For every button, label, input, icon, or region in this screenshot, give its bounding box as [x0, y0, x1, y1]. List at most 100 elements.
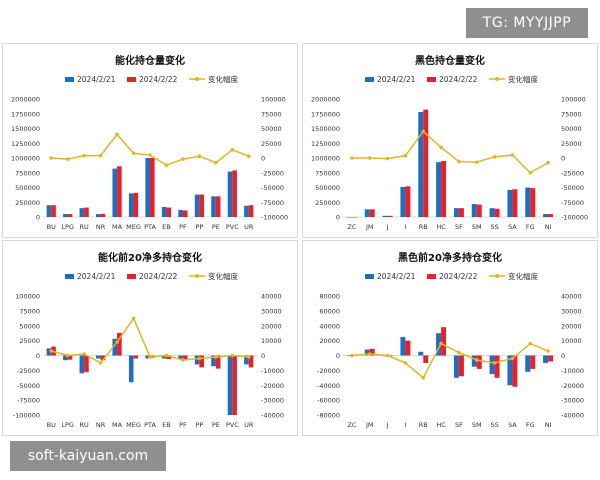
x-tick-label: RU	[80, 223, 90, 231]
bar-series2-pvc	[232, 170, 237, 217]
x-tick-label: SA	[508, 421, 517, 429]
bar-series1-pf	[178, 209, 183, 217]
x-tick-label: HC	[436, 421, 446, 429]
y-left-tick-label: -80000	[317, 412, 340, 420]
change-point-sm	[474, 160, 479, 164]
bar-series1-lpg	[63, 355, 68, 361]
legend-swatch-series1	[365, 77, 374, 82]
bar-series2-nr	[100, 213, 106, 217]
y-left-tick-label: 500000	[315, 184, 340, 192]
x-tick-label: FG	[526, 421, 535, 429]
change-point-hc	[439, 145, 443, 150]
x-tick-label: J	[386, 421, 389, 429]
y-left-tick-label: 0	[336, 352, 340, 360]
bar-series2-j	[387, 215, 393, 217]
bar-series2-ur	[248, 355, 254, 368]
y-left-tick-label: 1000000	[311, 155, 340, 163]
change-point-ss	[492, 155, 497, 159]
bar-series1-zc	[346, 355, 352, 356]
legend-marker-line	[495, 274, 499, 278]
y-left-tick-label: -40000	[317, 382, 340, 390]
x-tick-label: ZC	[347, 223, 356, 231]
bar-series2-sf	[458, 208, 464, 217]
y-right-tick-label: -50000	[561, 184, 584, 192]
bar-series1-sa	[507, 355, 513, 386]
change-point-sa	[510, 356, 515, 361]
change-point-lpg	[65, 353, 70, 358]
bar-series1-ma	[112, 338, 118, 356]
bar-series1-hc	[436, 333, 442, 356]
change-point-eb	[164, 353, 169, 358]
y-left-tick-label: 500000	[15, 184, 40, 192]
y-left-tick-label: 0	[36, 214, 40, 222]
y-right-tick-label: -30000	[561, 397, 584, 405]
bar-series2-rb	[423, 355, 429, 363]
x-tick-label: PP	[195, 421, 203, 429]
x-tick-label: RB	[419, 421, 428, 429]
x-tick-label: NI	[545, 421, 552, 429]
bar-series1-pta	[145, 355, 150, 359]
telegram-badge: TG: MYYJJPP	[466, 8, 588, 38]
bar-series1-bu	[46, 205, 52, 217]
y-left-tick-label: -20000	[317, 367, 340, 375]
change-line	[351, 342, 549, 379]
legend-label-line: 变化幅度	[208, 74, 238, 84]
bar-series1-meg	[128, 355, 134, 383]
y-right-tick-label: 0	[561, 155, 565, 163]
change-point-sa	[510, 153, 515, 157]
bar-series2-pta	[150, 158, 155, 217]
bar-series1-ss	[489, 355, 495, 375]
bar-series2-fg	[530, 188, 536, 217]
bar-series2-eb	[166, 355, 172, 360]
legend-label-line: 变化幅度	[508, 74, 538, 84]
bar-series1-pf	[178, 355, 183, 359]
y-left-tick-label: 750000	[315, 169, 340, 177]
bar-series1-ni	[543, 355, 549, 363]
y-right-tick-label: 75000	[261, 110, 282, 118]
bar-series1-i	[400, 186, 406, 217]
chart-title: 能化持仓量变化	[115, 54, 185, 67]
watermark-badge: soft-kaiyuan.com	[10, 441, 166, 471]
y-left-tick-label: 100000	[15, 293, 40, 301]
bar-series2-ur	[248, 205, 254, 217]
x-tick-label: PTA	[144, 223, 156, 231]
x-tick-label: PVC	[226, 223, 239, 231]
legend-swatch-series1	[365, 274, 374, 279]
chart-panel-4: 黑色前20净多持仓变化 2024/2/21 2024/2/22 变化幅度 -80000 -…	[302, 240, 598, 436]
x-tick-label: EB	[162, 223, 171, 231]
y-right-tick-label: -10000	[561, 367, 584, 375]
bar-series2-sa	[512, 355, 518, 387]
bar-series1-pvc	[227, 355, 233, 415]
change-point-zc	[350, 353, 354, 358]
y-right-tick-label: 0	[261, 155, 265, 163]
bar-series1-nr	[96, 355, 101, 359]
bar-series1-lpg	[63, 214, 68, 217]
y-left-tick-label: 250000	[15, 199, 40, 207]
bar-series1-ru	[79, 355, 85, 374]
chart-title: 黑色持仓量变化	[415, 54, 485, 67]
x-tick-label: PF	[179, 223, 187, 231]
x-tick-label: MEG	[126, 223, 141, 231]
y-right-tick-label: -20000	[261, 382, 284, 390]
y-left-tick-label: 40000	[319, 322, 340, 330]
legend-label-line: 变化幅度	[208, 271, 238, 281]
change-point-sf	[457, 159, 461, 164]
y-right-tick-label: 20000	[261, 322, 282, 330]
change-point-meg	[131, 151, 136, 156]
change-point-ur	[246, 355, 251, 359]
change-point-bu	[49, 349, 54, 353]
y-right-tick-label: 0	[261, 352, 265, 360]
legend-label-series2: 2024/2/22	[439, 75, 478, 84]
y-left-tick-label: 1500000	[311, 125, 340, 133]
bar-series2-lpg	[67, 214, 73, 217]
x-tick-label: SA	[508, 223, 517, 231]
legend-marker-line	[495, 77, 499, 81]
y-left-tick-label: 2000000	[11, 96, 40, 104]
bar-series2-ss	[494, 208, 500, 217]
legend-label-series2: 2024/2/22	[439, 272, 478, 281]
chart-title: 能化前20净多持仓变化	[98, 251, 202, 264]
change-point-ni	[546, 160, 550, 165]
x-tick-label: NR	[96, 421, 106, 429]
change-point-ru	[82, 352, 86, 356]
legend-marker-line	[195, 77, 199, 81]
